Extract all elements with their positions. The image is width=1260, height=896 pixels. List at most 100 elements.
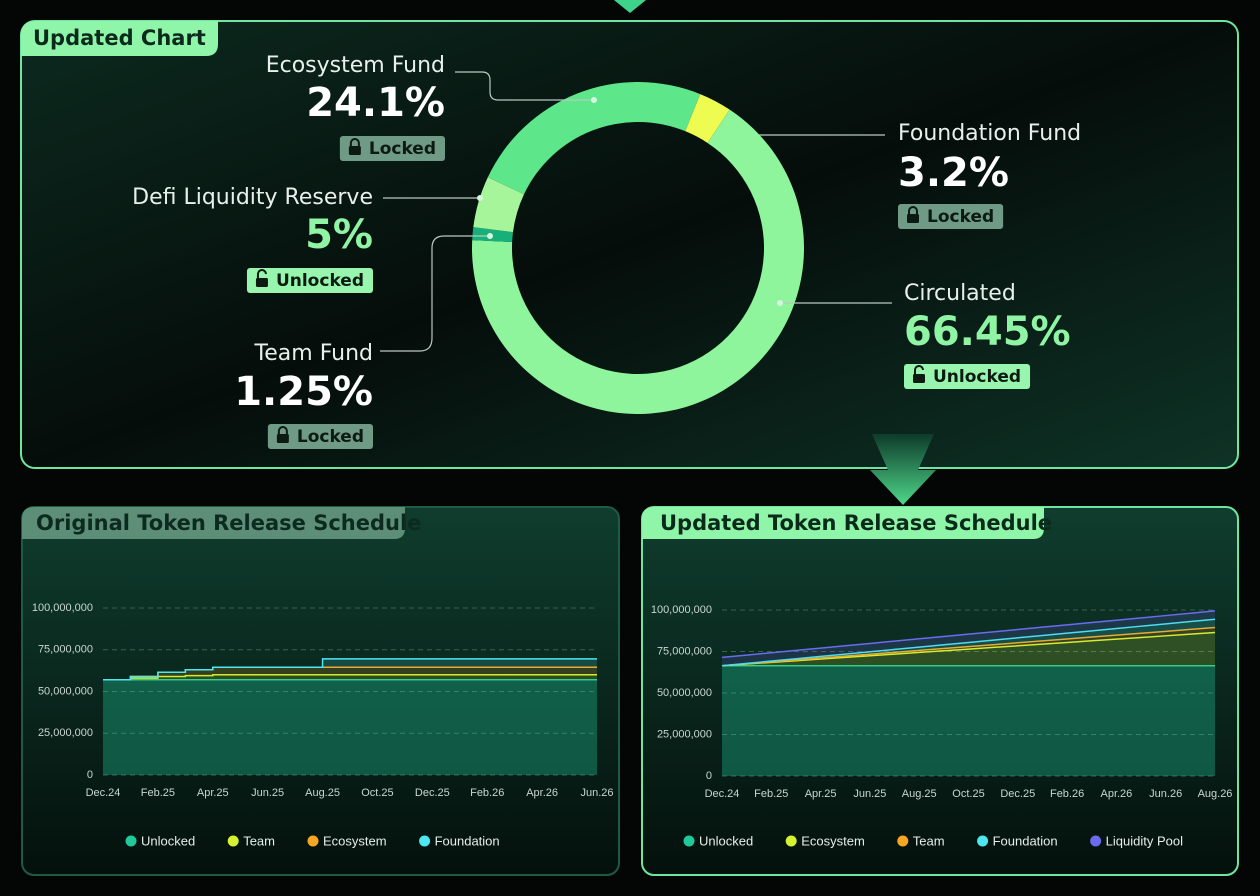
category-label: Circulated: [904, 281, 1016, 306]
category-label: Ecosystem Fund: [266, 53, 445, 78]
top-panel: [20, 20, 1239, 469]
series-line: [721, 618, 1216, 667]
status-badge: [904, 364, 1031, 389]
category-label: Team Fund: [254, 341, 373, 366]
x-tick-label: Jun.25: [853, 788, 886, 800]
x-tick-label: Feb.26: [470, 787, 504, 799]
value-label: 24.1%: [306, 80, 445, 126]
legend-marker: [1090, 835, 1102, 847]
legend-label: Ecosystem: [801, 833, 865, 848]
x-tick-label: Dec.24: [86, 787, 121, 799]
y-tick-label: 25,000,000: [657, 728, 712, 740]
legend-label: Team: [913, 833, 945, 848]
status-label: Locked: [297, 427, 364, 447]
y-tick-label: 100,000,000: [32, 602, 93, 614]
lock-icon: [276, 434, 289, 443]
legend-label: Unlocked: [141, 833, 195, 848]
leader-dot: [477, 195, 483, 201]
x-tick-label: Dec.25: [1000, 788, 1035, 800]
panel-title: Updated Token Release Schedule: [660, 511, 1052, 535]
legend-label: Foundation: [435, 833, 500, 848]
x-tick-label: Apr.26: [1100, 788, 1132, 800]
y-tick-label: 50,000,000: [38, 685, 93, 697]
x-tick-label: Feb.25: [141, 787, 175, 799]
status-label: Unlocked: [276, 271, 364, 291]
leader-line: [380, 235, 490, 352]
legend-label: Unlocked: [699, 833, 753, 848]
lock-icon: [913, 374, 925, 383]
legend-marker: [897, 835, 909, 847]
tab: [21, 21, 218, 56]
lock-icon: [348, 146, 361, 155]
leader-dot: [487, 233, 493, 239]
x-tick-label: Feb.25: [754, 788, 788, 800]
arrow: [614, 0, 646, 13]
lock-icon: [256, 269, 267, 278]
area-fill: [722, 610, 1215, 666]
lock-icon: [277, 426, 288, 434]
series-line: [721, 631, 1216, 667]
value-label: 5%: [305, 212, 373, 258]
x-tick-label: Jun.26: [1149, 788, 1182, 800]
series-line: [103, 658, 597, 681]
leader-dot: [591, 97, 597, 103]
legend-label: Ecosystem: [323, 833, 387, 848]
category-label: Defi Liquidity Reserve: [132, 185, 373, 210]
lock-icon: [349, 138, 360, 146]
tab: [642, 507, 1044, 539]
area-fill: [722, 665, 1215, 776]
legend-marker: [227, 835, 239, 847]
y-tick-label: 25,000,000: [38, 727, 93, 739]
lock-icon: [914, 365, 924, 374]
panel-title: Updated Chart: [33, 26, 206, 50]
x-tick-label: Jun.26: [580, 787, 613, 799]
y-tick-label: 0: [706, 770, 712, 782]
y-tick-label: 50,000,000: [657, 687, 712, 699]
legend-marker: [683, 835, 695, 847]
leader-dot: [777, 300, 783, 306]
legend-label: Team: [243, 833, 275, 848]
y-tick-label: 0: [87, 769, 93, 781]
y-tick-label: 100,000,000: [651, 604, 712, 616]
x-tick-label: Oct.25: [361, 787, 393, 799]
x-tick-label: Aug.25: [902, 788, 937, 800]
x-tick-label: Dec.25: [415, 787, 450, 799]
y-tick-label: 75,000,000: [38, 644, 93, 656]
leader-line: [455, 71, 594, 101]
value-label: 66.45%: [904, 309, 1071, 355]
x-tick-label: Jun.25: [251, 787, 284, 799]
donut-segment: [685, 94, 730, 143]
legend-label: Liquidity Pool: [1106, 833, 1183, 848]
x-tick-label: Apr.25: [805, 788, 837, 800]
panel-title: Original Token Release Schedule: [36, 511, 421, 535]
legend-marker: [419, 835, 431, 847]
status-badge: [267, 424, 373, 449]
series-line: [721, 626, 1216, 667]
y-tick-label: 75,000,000: [657, 645, 712, 657]
legend-marker: [785, 835, 797, 847]
x-tick-label: Apr.26: [526, 787, 558, 799]
series-line: [721, 610, 1216, 659]
category-label: Foundation Fund: [898, 121, 1081, 146]
legend-marker: [307, 835, 319, 847]
legend-marker: [977, 835, 989, 847]
area-fill: [103, 667, 597, 680]
value-label: 3.2%: [898, 150, 1009, 196]
x-tick-label: Apr.25: [197, 787, 229, 799]
lock-icon: [255, 278, 268, 287]
legend-label: Foundation: [993, 833, 1058, 848]
status-badge: [246, 268, 373, 293]
x-tick-label: Feb.26: [1050, 788, 1084, 800]
x-tick-label: Aug.26: [1198, 788, 1233, 800]
tab: [22, 507, 405, 539]
area-fill: [103, 679, 597, 775]
status-label: Locked: [927, 207, 994, 227]
lock-icon: [907, 214, 919, 223]
x-tick-label: Aug.25: [305, 787, 340, 799]
status-label: Unlocked: [933, 367, 1021, 387]
donut-segment: [487, 82, 701, 195]
arrow: [870, 434, 936, 505]
donut-segment: [473, 177, 525, 233]
legend-marker: [125, 835, 137, 847]
